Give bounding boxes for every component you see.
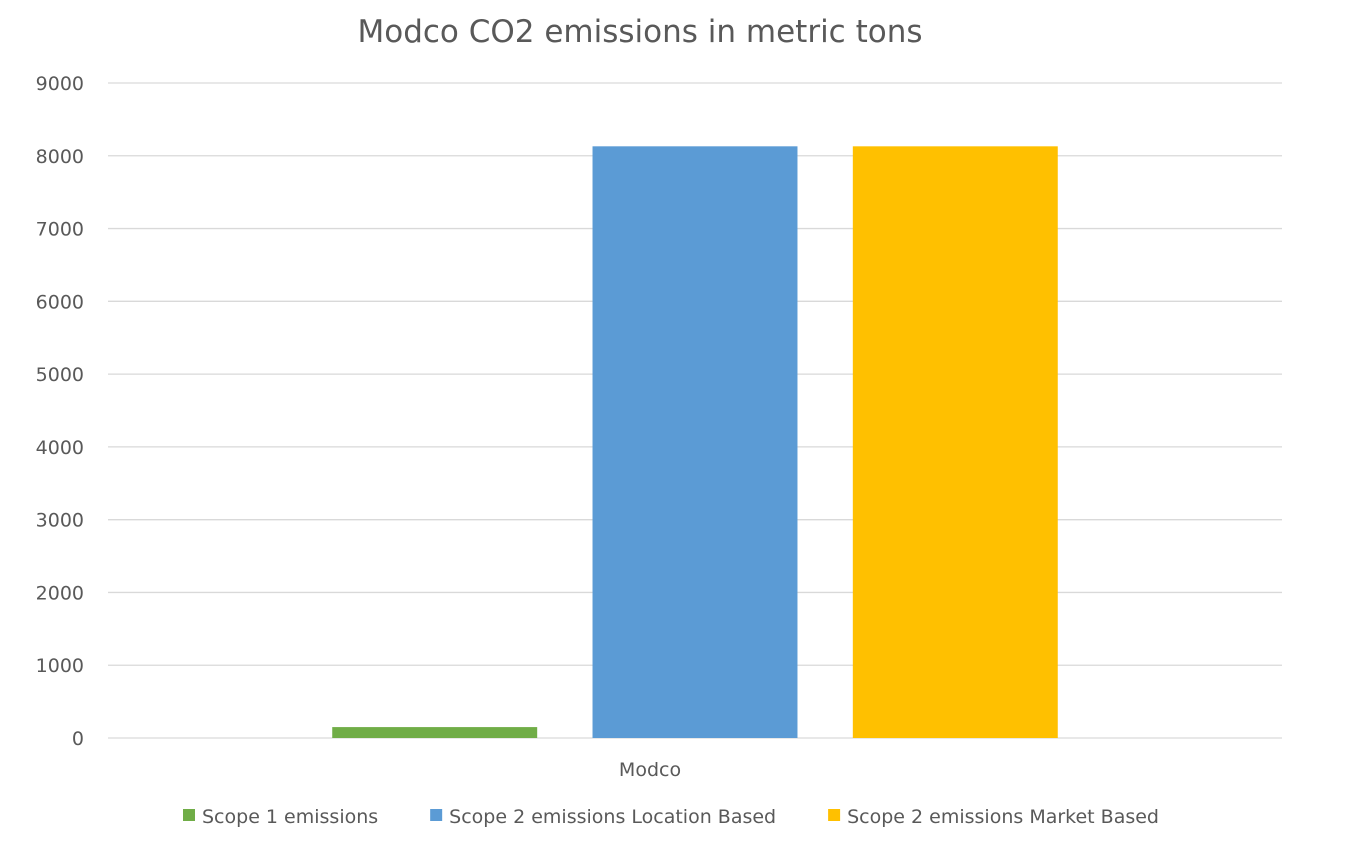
y-tick-label: 6000 [36,291,84,313]
y-tick-label: 5000 [36,364,84,386]
y-tick-label: 8000 [36,146,84,168]
legend: Scope 1 emissions Scope 2 emissions Locat… [183,806,1159,828]
y-tick-label: 3000 [36,510,84,532]
bar-1 [332,727,538,738]
chart-title: Modco CO2 emissions in metric tons [357,14,922,50]
y-axis-ticks: 0 1000 2000 3000 4000 5000 6000 7000 8000 9000 [36,73,84,750]
legend-label: Scope 2 emissions Location Based [449,806,776,828]
legend-label: Scope 1 emissions [202,806,378,828]
legend-swatch [430,809,443,821]
bars [332,146,1058,739]
legend-item-3: Scope 2 emissions Market Based [828,806,1159,828]
y-tick-label: 7000 [36,219,84,241]
y-tick-label: 1000 [36,655,84,677]
legend-swatch [183,809,195,821]
y-tick-label: 4000 [36,437,84,459]
x-category-label: Modco [619,759,681,781]
bar-2 [592,146,798,739]
y-tick-label: 9000 [36,73,84,95]
y-tick-label: 2000 [36,582,84,604]
legend-label: Scope 2 emissions Market Based [847,806,1159,828]
legend-swatch [828,809,841,821]
bar-3 [852,146,1058,739]
legend-item-2: Scope 2 emissions Location Based [430,806,776,828]
y-tick-label: 0 [72,728,84,750]
x-axis-categories: Modco [619,759,681,781]
legend-item-1: Scope 1 emissions [183,806,378,828]
